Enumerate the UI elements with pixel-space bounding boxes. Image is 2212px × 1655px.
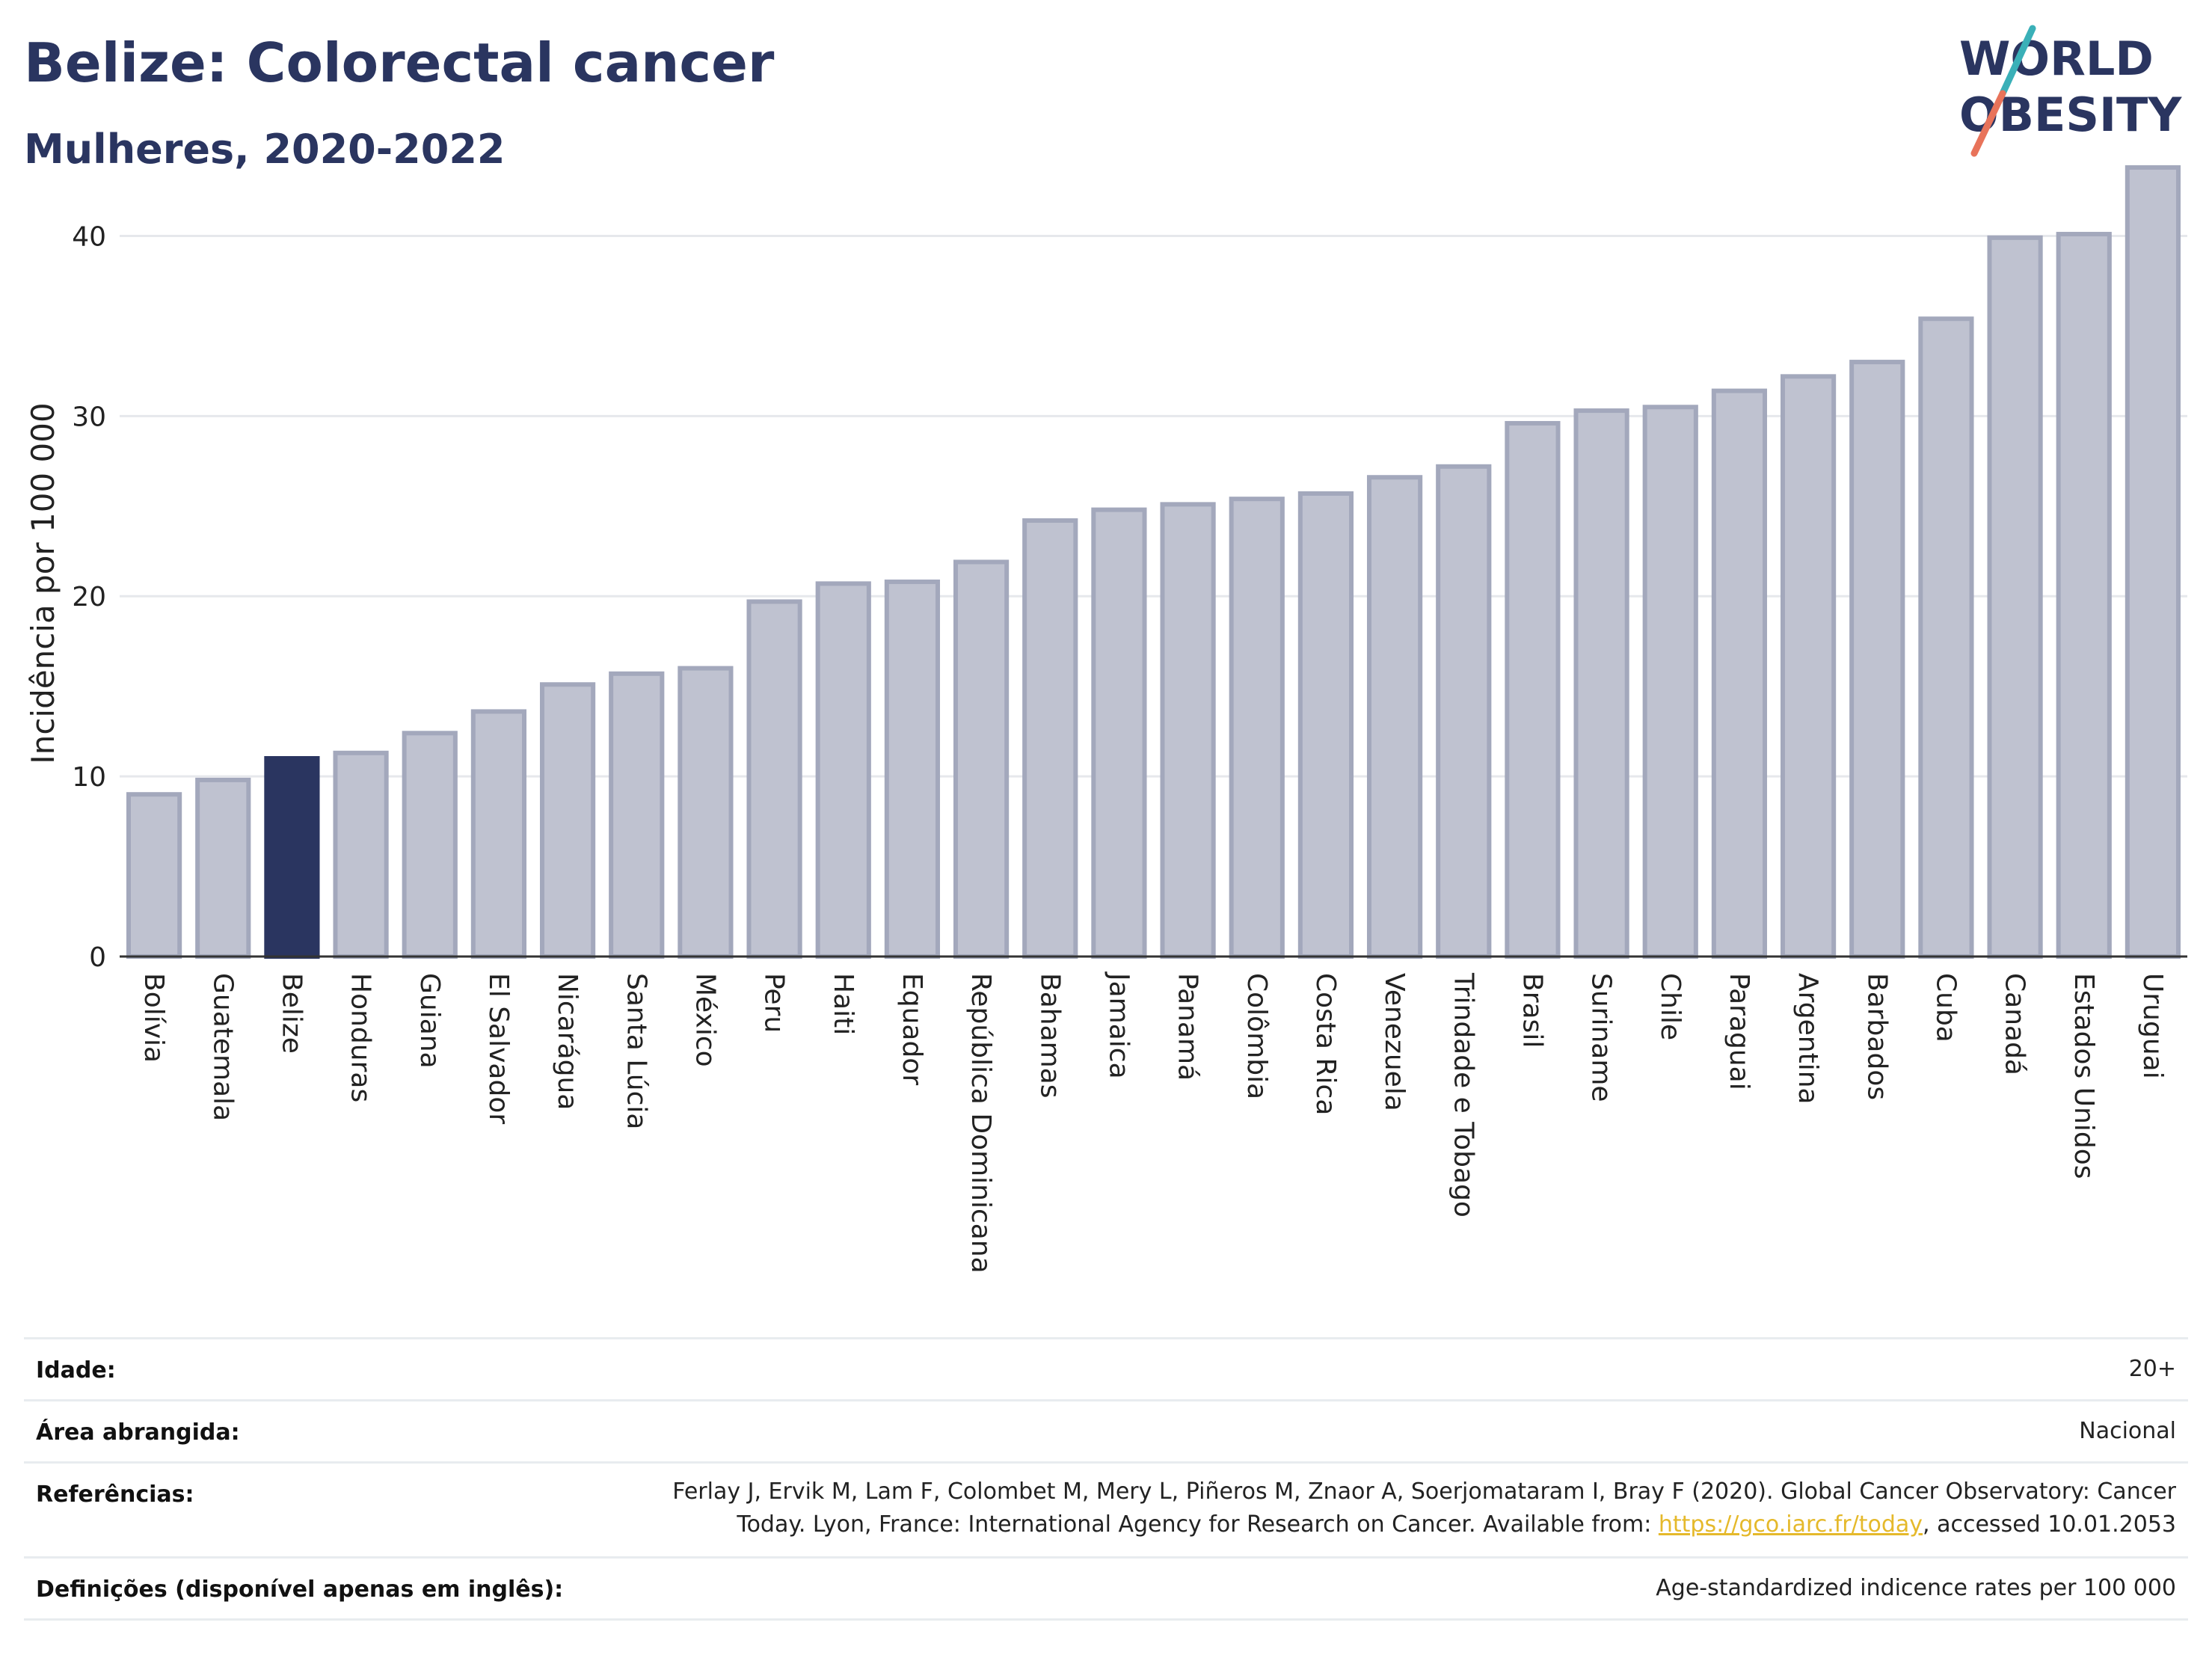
bar-bolívia[interactable] xyxy=(126,792,182,959)
x-category-label: Colômbia xyxy=(1241,973,1272,1099)
bar-canadá[interactable] xyxy=(1987,235,2043,959)
x-category-label: Guiana xyxy=(414,973,445,1069)
x-category-label: República Dominicana xyxy=(965,973,996,1274)
bar-chart: 0 10 20 30 40 Bolívia Guatemala Belize Honduras… xyxy=(25,165,2187,1274)
bar-paraguai[interactable] xyxy=(1711,388,1768,959)
references-line-2: Today. Lyon, France: International Agenc… xyxy=(672,1508,2176,1541)
bar-suriname[interactable] xyxy=(1573,408,1629,959)
x-category-label: Brasil xyxy=(1517,973,1547,1048)
bar-méxico[interactable] xyxy=(678,666,734,959)
y-tick-label: 40 xyxy=(72,221,106,252)
bars xyxy=(126,165,2181,959)
x-category-label: Jamaica xyxy=(1103,971,1134,1079)
x-category-label: Panamá xyxy=(1173,973,1203,1081)
y-axis-ticks: 0 10 20 30 40 xyxy=(72,221,106,973)
references-line-2-pre: Today. Lyon, France: International Agenc… xyxy=(737,1511,1659,1538)
bar-honduras[interactable] xyxy=(333,750,389,959)
info-label-area: Área abrangida: xyxy=(36,1419,240,1446)
page-title: Belize: Colorectal cancer xyxy=(24,31,775,94)
bar-nicarágua[interactable] xyxy=(539,682,596,959)
x-category-label: Paraguai xyxy=(1724,973,1754,1090)
references-line-1: Ferlay J, Ervik M, Lam F, Colombet M, Me… xyxy=(672,1479,2176,1505)
bar-estados-unidos[interactable] xyxy=(2056,232,2112,959)
bar-guatemala[interactable] xyxy=(195,777,251,959)
bar-costa-rica[interactable] xyxy=(1297,491,1354,959)
svg-text:OBESITY: OBESITY xyxy=(1959,87,2182,142)
x-category-label: Trindade e Tobago xyxy=(1448,972,1478,1218)
info-value-age: 20+ xyxy=(2128,1356,2176,1382)
x-category-label: Argentina xyxy=(1792,973,1823,1105)
bar-belize[interactable] xyxy=(264,756,320,959)
bar-jamaica[interactable] xyxy=(1091,507,1147,959)
bar-uruguai[interactable] xyxy=(2125,165,2181,959)
bar-argentina[interactable] xyxy=(1780,374,1837,959)
x-axis-categories: Bolívia Guatemala Belize Honduras Guiana El S… xyxy=(138,971,2168,1274)
info-row-definitions: Definições (disponível apenas em inglês)… xyxy=(24,1559,2188,1621)
info-label-definitions: Definições (disponível apenas em inglês)… xyxy=(36,1576,564,1603)
bar-guiana[interactable] xyxy=(402,731,458,959)
bar-panamá[interactable] xyxy=(1160,502,1216,959)
x-category-label: Belize xyxy=(276,973,307,1054)
x-category-label: Santa Lúcia xyxy=(621,973,651,1129)
x-category-label: Costa Rica xyxy=(1310,973,1341,1115)
x-category-label: Suriname xyxy=(1586,973,1617,1102)
references-link[interactable]: https://gco.iarc.fr/today xyxy=(1658,1511,1923,1538)
x-category-label: México xyxy=(689,973,720,1067)
info-row-area: Área abrangida: Nacional xyxy=(24,1401,2188,1464)
info-label-references: Referências: xyxy=(36,1481,194,1508)
info-value-area: Nacional xyxy=(2079,1418,2176,1444)
x-category-label: Haiti xyxy=(828,973,858,1035)
x-category-label: Bolívia xyxy=(138,973,169,1063)
bar-república-dominicana[interactable] xyxy=(953,559,1010,959)
bar-trindade-e-tobago[interactable] xyxy=(1436,464,1492,959)
x-category-label: Venezuela xyxy=(1379,973,1410,1111)
x-category-label: Uruguai xyxy=(2137,973,2168,1079)
x-category-label: Canadá xyxy=(2000,973,2030,1075)
bar-haiti[interactable] xyxy=(815,581,871,959)
grid-lines xyxy=(120,234,2187,778)
x-category-label: Bahamas xyxy=(1034,973,1065,1099)
page-subtitle: Mulheres, 2020-2022 xyxy=(24,126,506,173)
bar-santa-lúcia[interactable] xyxy=(609,671,665,959)
bar-el-salvador[interactable] xyxy=(470,709,527,959)
x-category-label: Nicarágua xyxy=(552,973,583,1110)
bar-peru[interactable] xyxy=(746,599,802,959)
x-category-label: Honduras xyxy=(345,973,376,1102)
y-tick-label: 10 xyxy=(72,762,106,793)
y-axis-label: Incidência por 100 000 xyxy=(25,402,61,764)
references-line-2-post: , accessed 10.01.2053 xyxy=(1923,1511,2176,1538)
info-value-definitions: Age-standardized indicence rates per 100… xyxy=(1656,1575,2176,1601)
x-category-label: Barbados xyxy=(1861,973,1892,1100)
bar-bahamas[interactable] xyxy=(1022,518,1078,959)
info-table: Idade: 20+ Área abrangida: Nacional Refe… xyxy=(24,1337,2188,1621)
svg-text:WORLD: WORLD xyxy=(1959,31,2154,86)
info-value-references: Ferlay J, Ervik M, Lam F, Colombet M, Me… xyxy=(672,1476,2176,1541)
world-obesity-logo: WORLD OBESITY xyxy=(1959,25,2182,157)
x-category-label: Cuba xyxy=(1930,973,1961,1043)
bar-venezuela[interactable] xyxy=(1366,475,1423,959)
x-category-label: El Salvador xyxy=(483,973,514,1124)
bar-chile[interactable] xyxy=(1642,405,1698,959)
info-row-references: Referências: Ferlay J, Ervik M, Lam F, C… xyxy=(24,1464,2188,1559)
x-category-label: Estados Unidos xyxy=(2068,973,2099,1179)
info-label-age: Idade: xyxy=(36,1357,116,1384)
bar-colômbia[interactable] xyxy=(1229,497,1285,959)
bar-barbados[interactable] xyxy=(1849,360,1905,959)
bar-cuba[interactable] xyxy=(1918,316,1974,959)
x-category-label: Peru xyxy=(759,973,790,1033)
y-tick-label: 20 xyxy=(72,582,106,612)
x-category-label: Guatemala xyxy=(207,973,238,1121)
y-tick-label: 0 xyxy=(89,942,106,973)
info-row-age: Idade: 20+ xyxy=(24,1339,2188,1401)
bar-equador[interactable] xyxy=(884,579,941,959)
bar-brasil[interactable] xyxy=(1505,420,1561,959)
x-category-label: Chile xyxy=(1655,973,1686,1040)
y-tick-label: 30 xyxy=(72,402,106,432)
x-category-label: Equador xyxy=(897,973,927,1085)
